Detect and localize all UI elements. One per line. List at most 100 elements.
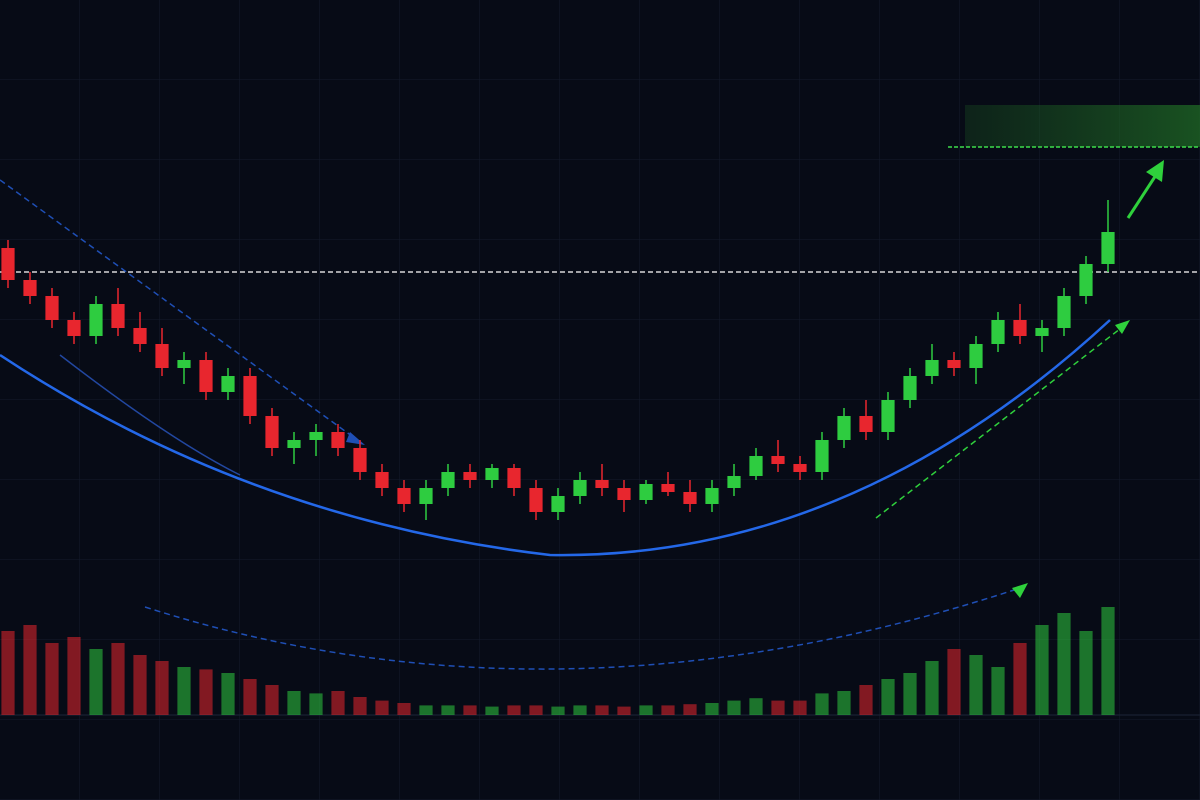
candle-body (111, 304, 125, 328)
breakout-arrow (1126, 171, 1160, 219)
volume-bar (441, 705, 455, 715)
volume-bar (265, 685, 279, 715)
rounding-bottom-curve (0, 319, 1111, 557)
candle-body (1035, 328, 1049, 336)
candle-body (771, 456, 785, 464)
candle-body (441, 472, 455, 488)
volume-bar (419, 705, 433, 715)
candle-body (133, 328, 147, 344)
volume-bar (1079, 631, 1093, 715)
volume-bar (551, 706, 565, 715)
volume-bar (1057, 613, 1071, 715)
volume-bar (375, 700, 389, 715)
candle-body (199, 360, 213, 392)
volume-bar (595, 705, 609, 715)
candle-body (1013, 320, 1027, 336)
volume-trend-curve (144, 587, 1021, 670)
volume-bar (617, 706, 631, 715)
volume-bar (837, 691, 851, 715)
volume-bar (573, 705, 587, 715)
candle-body (705, 488, 719, 504)
volume-bar (331, 691, 345, 715)
volume-bar (23, 625, 37, 715)
candle-body (243, 376, 257, 416)
candle-body (793, 464, 807, 472)
volume-bar (705, 703, 719, 715)
candle-body (397, 488, 411, 504)
candle-body (463, 472, 477, 480)
candle-body (419, 488, 433, 504)
volume-bar (309, 693, 323, 715)
volume-bar (177, 667, 191, 715)
candle-body (639, 484, 653, 500)
candle-body (551, 496, 565, 512)
candle-body (815, 440, 829, 472)
volume-bar (45, 643, 59, 715)
arrow-head (1012, 583, 1028, 598)
candle-body (947, 360, 961, 368)
candle-body (67, 320, 81, 336)
candle-body (727, 476, 741, 488)
candle-body (837, 416, 851, 440)
candle-body (1101, 232, 1115, 264)
candle-body (925, 360, 939, 376)
volume-bar (1101, 607, 1115, 715)
volume-bar (287, 691, 301, 715)
volume-bar (111, 643, 125, 715)
volume-bar (727, 700, 741, 715)
candle-body (1079, 264, 1093, 296)
volume-bar (683, 704, 697, 715)
volume-bar (133, 655, 147, 715)
volume-bar (947, 649, 961, 715)
candle-body (331, 432, 345, 448)
candle-body (661, 484, 675, 492)
volume-bar (67, 637, 81, 715)
target-zone (965, 105, 1200, 147)
volume-bar (1035, 625, 1049, 715)
uptrend-arrow (875, 324, 1126, 519)
volume-bar (661, 705, 675, 715)
candle-body (221, 376, 235, 392)
arrow-head (1115, 320, 1130, 334)
candle-body (617, 488, 631, 500)
volume-bar (793, 700, 807, 715)
trend-curve (59, 354, 241, 476)
volume-bar (991, 667, 1005, 715)
volume-bar (881, 679, 895, 715)
candle-body (155, 344, 169, 368)
candle-body (23, 280, 37, 296)
volume-bar (243, 679, 257, 715)
candle-body (177, 360, 191, 368)
volume-bar (749, 698, 763, 715)
downtrend-arrow (0, 179, 361, 443)
volume-bar (529, 705, 543, 715)
candle-body (683, 492, 697, 504)
candle-body (375, 472, 389, 488)
volume-bar (155, 661, 169, 715)
volume-bar (1, 631, 15, 715)
candle-body (573, 480, 587, 496)
volume-bar (639, 705, 653, 715)
volume-bar (903, 673, 917, 715)
arrow-head (1146, 160, 1164, 182)
volume-bar (353, 697, 367, 715)
volume-bar (1013, 643, 1027, 715)
candle-body (749, 456, 763, 476)
volume-bar (815, 693, 829, 715)
volume-bar (199, 669, 213, 715)
candle-body (991, 320, 1005, 344)
candles (1, 200, 1115, 715)
candle-body (1, 248, 15, 280)
candle-body (969, 344, 983, 368)
volume-bar (463, 705, 477, 715)
volume-bar (969, 655, 983, 715)
candle-body (89, 304, 103, 336)
volume-bar (221, 673, 235, 715)
volume-bar (89, 649, 103, 715)
candle-body (903, 376, 917, 400)
candle-body (485, 468, 499, 480)
volume-bar (859, 685, 873, 715)
candle-body (859, 416, 873, 432)
candle-body (529, 488, 543, 512)
